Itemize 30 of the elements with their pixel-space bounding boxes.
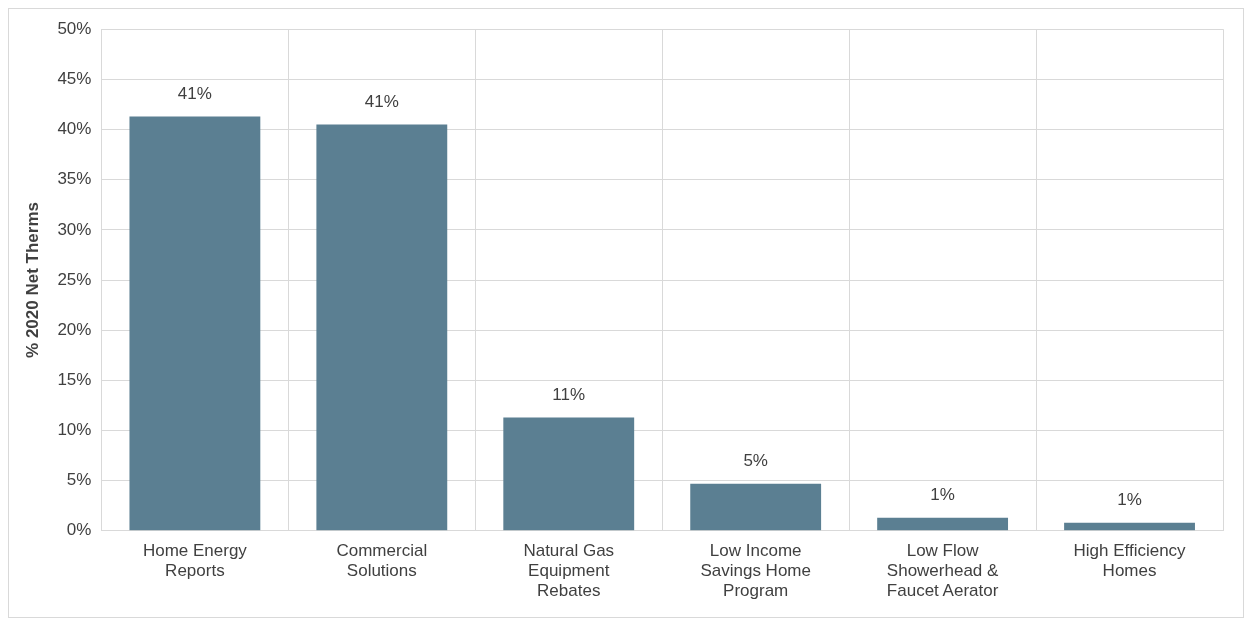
data-label: 1% — [930, 484, 955, 504]
y-tick-label: 30% — [57, 219, 92, 239]
y-tick-label: 45% — [57, 69, 92, 89]
data-label: 1% — [1117, 489, 1142, 509]
y-tick-label: 40% — [57, 119, 92, 139]
x-tick-label: Natural Gas Equipment Rebates — [523, 540, 615, 601]
y-tick-label: 20% — [57, 319, 92, 339]
y-tick-label: 15% — [57, 370, 92, 390]
y-axis-title: % 2020 Net Therms — [22, 202, 42, 358]
x-tick-label: High Efficiency Homes — [1073, 540, 1187, 581]
y-tick-label: 50% — [57, 18, 92, 38]
y-tick-label: 0% — [66, 520, 92, 540]
y-tick-label: 35% — [57, 169, 92, 189]
bar — [503, 417, 635, 531]
x-tick-label: Commercial Solutions — [336, 540, 428, 581]
y-tick-label: 10% — [57, 420, 92, 440]
x-tick-label: Home Energy Reports — [142, 540, 248, 581]
bar — [316, 124, 448, 531]
x-tick-label: Low Income Savings Home Program — [700, 540, 811, 601]
data-label: 41% — [177, 83, 212, 103]
data-label: 5% — [743, 450, 768, 470]
bar — [129, 116, 261, 531]
bar — [690, 483, 822, 531]
data-label: 11% — [552, 384, 586, 404]
bar — [877, 517, 1009, 531]
y-tick-label: 25% — [57, 269, 92, 289]
data-label: 41% — [364, 91, 399, 111]
y-tick-label: 5% — [66, 470, 92, 490]
bar — [1064, 522, 1195, 531]
x-tick-label: Low Flow Showerhead & Faucet Aerator — [886, 540, 1000, 601]
